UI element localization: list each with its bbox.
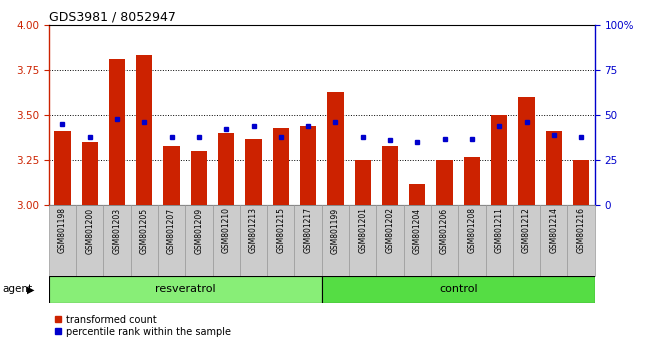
Text: GSM801208: GSM801208	[467, 207, 476, 253]
Bar	[103, 205, 131, 276]
Text: GSM801211: GSM801211	[495, 207, 504, 253]
Bar	[349, 205, 376, 276]
Bar	[486, 205, 513, 276]
Bar	[267, 205, 294, 276]
Bar	[518, 97, 535, 205]
Text: agent: agent	[2, 284, 32, 295]
Bar	[300, 126, 317, 205]
Bar	[76, 205, 103, 276]
Bar	[573, 160, 590, 205]
Text: GSM801204: GSM801204	[413, 207, 422, 253]
Bar	[49, 276, 322, 303]
Bar	[322, 276, 595, 303]
Bar	[131, 205, 158, 276]
Bar	[218, 133, 235, 205]
Text: GDS3981 / 8052947: GDS3981 / 8052947	[49, 11, 176, 24]
Text: GSM801202: GSM801202	[385, 207, 395, 253]
Bar	[158, 205, 185, 276]
Text: GSM801210: GSM801210	[222, 207, 231, 253]
Bar	[354, 160, 371, 205]
Text: GSM801216: GSM801216	[577, 207, 586, 253]
Bar	[327, 92, 344, 205]
Text: GSM801217: GSM801217	[304, 207, 313, 253]
Bar	[513, 205, 540, 276]
Bar	[54, 131, 71, 205]
Text: GSM801198: GSM801198	[58, 207, 67, 253]
Text: GSM801200: GSM801200	[85, 207, 94, 253]
Legend: transformed count, percentile rank within the sample: transformed count, percentile rank withi…	[53, 315, 231, 337]
Bar	[540, 205, 567, 276]
Text: GSM801203: GSM801203	[112, 207, 122, 253]
Bar	[404, 205, 431, 276]
Text: GSM801214: GSM801214	[549, 207, 558, 253]
Bar	[458, 205, 486, 276]
Bar	[213, 205, 240, 276]
Bar	[545, 131, 562, 205]
Bar	[185, 205, 213, 276]
Bar	[136, 56, 153, 205]
Text: ▶: ▶	[27, 284, 35, 295]
Bar	[436, 160, 453, 205]
Bar	[376, 205, 404, 276]
Bar	[322, 205, 349, 276]
Bar	[109, 59, 125, 205]
Text: GSM801205: GSM801205	[140, 207, 149, 253]
Bar	[294, 205, 322, 276]
Bar	[49, 205, 76, 276]
Text: resveratrol: resveratrol	[155, 284, 216, 295]
Bar	[163, 146, 180, 205]
Text: GSM801206: GSM801206	[440, 207, 449, 253]
Bar	[382, 146, 398, 205]
Bar	[463, 156, 480, 205]
Bar	[272, 128, 289, 205]
Text: GSM801213: GSM801213	[249, 207, 258, 253]
Text: GSM801215: GSM801215	[276, 207, 285, 253]
Bar	[491, 115, 508, 205]
Bar	[240, 205, 267, 276]
Bar	[81, 142, 98, 205]
Bar	[567, 205, 595, 276]
Bar	[431, 205, 458, 276]
Bar	[245, 138, 262, 205]
Text: GSM801199: GSM801199	[331, 207, 340, 253]
Text: GSM801212: GSM801212	[522, 207, 531, 253]
Bar	[409, 184, 426, 205]
Text: GSM801207: GSM801207	[167, 207, 176, 253]
Text: GSM801201: GSM801201	[358, 207, 367, 253]
Bar	[190, 151, 207, 205]
Text: GSM801209: GSM801209	[194, 207, 203, 253]
Text: control: control	[439, 284, 478, 295]
